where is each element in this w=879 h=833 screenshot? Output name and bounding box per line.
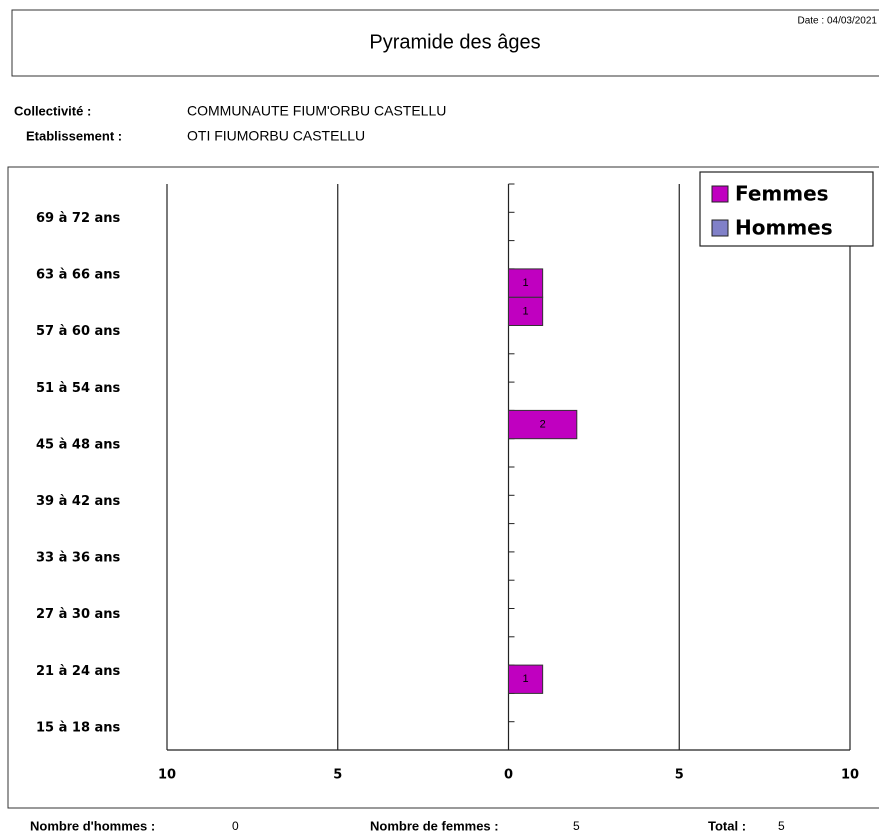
y-tick-label: 45 à 48 ans xyxy=(36,437,121,452)
y-tick-label: 33 à 36 ans xyxy=(36,551,121,566)
x-tick-label: 10 xyxy=(841,768,859,783)
femmes-label: Nombre de femmes : xyxy=(370,818,499,833)
total-count: 5 xyxy=(778,819,785,833)
legend-swatch xyxy=(711,219,729,237)
y-tick-label: 51 à 54 ans xyxy=(36,381,121,396)
bar xyxy=(508,664,544,694)
x-tick-label: 0 xyxy=(504,768,513,783)
bar-value-label: 1 xyxy=(523,305,529,317)
y-tick-label: 21 à 24 ans xyxy=(36,664,121,679)
y-tick-label: 15 à 18 ans xyxy=(36,720,121,735)
y-tick-label: 63 à 66 ans xyxy=(36,268,121,283)
bar xyxy=(508,409,578,440)
bar xyxy=(508,296,544,327)
etablissement: OTI FIUMORBU CASTELLU xyxy=(187,128,365,144)
bar xyxy=(508,268,544,298)
y-tick-label: 39 à 42 ans xyxy=(36,494,121,509)
total-label: Total : xyxy=(708,818,746,833)
x-tick-label: 5 xyxy=(333,768,342,783)
hommes-label: Nombre d'hommes : xyxy=(30,818,155,833)
legend-label: Hommes xyxy=(735,216,833,240)
x-tick-label: 5 xyxy=(675,768,684,783)
report-date: Date : 04/03/2021 xyxy=(797,16,877,27)
femmes-count: 5 xyxy=(573,819,580,833)
collectivite-label: Collectivité : xyxy=(14,103,91,118)
bar-value-label: 1 xyxy=(523,277,529,289)
y-tick-label: 27 à 30 ans xyxy=(36,607,121,622)
hommes-count: 0 xyxy=(232,819,239,833)
legend-label: Femmes xyxy=(735,182,829,206)
collectivite: COMMUNAUTE FIUM'ORBU CASTELLU xyxy=(187,103,446,119)
report-title: Pyramide des âges xyxy=(369,31,540,53)
legend-swatch xyxy=(711,185,729,203)
bar-value-label: 2 xyxy=(540,418,546,430)
y-tick-label: 69 à 72 ans xyxy=(36,211,121,226)
chart-box xyxy=(7,166,879,809)
legend-box xyxy=(699,171,874,247)
header-box xyxy=(11,9,879,77)
etablissement-label: Etablissement : xyxy=(26,128,122,143)
y-tick-label: 57 à 60 ans xyxy=(36,324,121,339)
x-tick-label: 10 xyxy=(158,768,176,783)
bar-value-label: 1 xyxy=(523,673,529,685)
